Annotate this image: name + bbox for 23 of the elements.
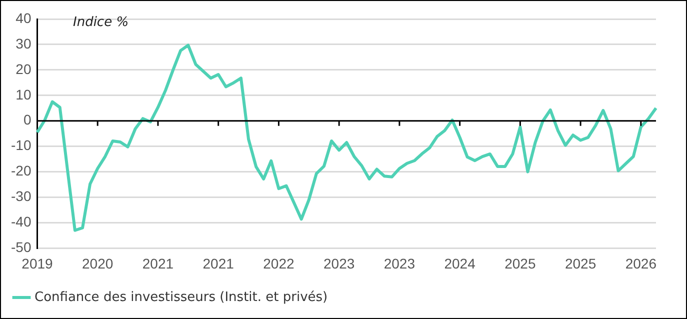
y-tick-label: -10 — [11, 137, 32, 154]
x-tick-label: 2021 — [202, 255, 234, 272]
chart-subtitle: Indice % — [73, 15, 129, 30]
y-tick-label: 20 — [16, 60, 32, 77]
x-tick-label: 2019 — [22, 255, 54, 272]
y-tick-label: -50 — [11, 239, 32, 256]
y-tick-label: -40 — [11, 214, 32, 230]
x-tick-label: 2021 — [142, 255, 174, 272]
x-tick-label: 2023 — [323, 255, 355, 272]
y-tick-label: 10 — [16, 86, 32, 102]
y-tick-label: -20 — [11, 162, 32, 179]
x-tick-label: 2024 — [444, 255, 476, 272]
y-tick-label: 30 — [16, 35, 32, 52]
y-tick-label: 0 — [23, 112, 32, 128]
x-tick-label: 2025 — [564, 255, 596, 272]
x-tick-label: 2023 — [384, 255, 416, 272]
x-tick-label: 2026 — [625, 255, 657, 272]
y-tick-label: -30 — [11, 188, 32, 204]
x-tick-label: 2020 — [82, 255, 114, 272]
x-tick-label: 2022 — [263, 255, 294, 272]
y-tick-label: 40 — [16, 10, 32, 26]
legend-label: Confiance des investisseurs (Instit. et privés) — [34, 290, 328, 305]
x-tick-label: 2025 — [504, 255, 536, 272]
